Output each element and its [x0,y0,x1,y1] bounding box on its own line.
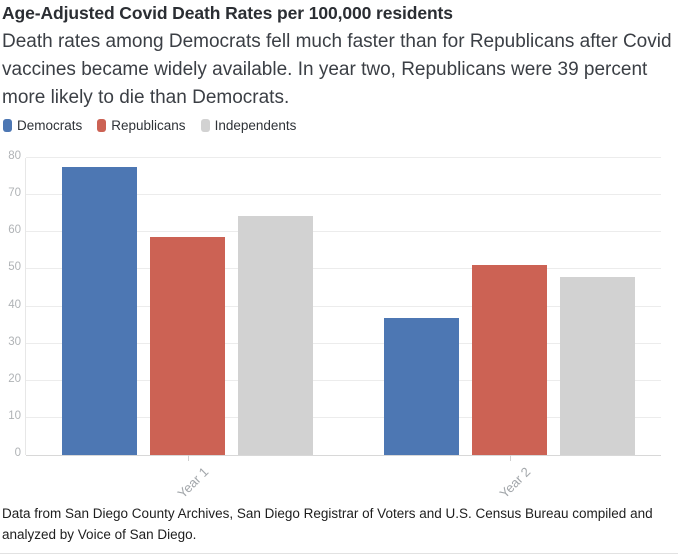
gridline-y-20 [26,379,661,381]
source-note: Data from San Diego County Archives, San… [2,506,653,542]
gridline-y-80 [26,157,661,158]
legend-item-republicans: Republicans [97,118,186,133]
legend-label: Republicans [111,118,186,133]
bar-chart: 0 10 20 30 40 50 60 70 80 Year 1 Year 2 [0,150,678,501]
gridline-y-50 [26,268,661,270]
y-tick-label-50: 50 [8,261,21,274]
chart-legend: Democrats Republicans Independents [3,118,296,133]
bar-democrats-year-2 [384,318,459,455]
y-tick-label-40: 40 [8,298,21,311]
y-tick-label-10: 10 [8,409,21,422]
legend-label: Independents [214,118,297,133]
y-tick-label-70: 70 [8,187,21,200]
gridline-y-30 [26,342,661,344]
bar-independents-year-2 [560,277,635,455]
plot-area: 0 10 20 30 40 50 60 70 80 Year 1 Year 2 [8,150,661,501]
bar-democrats-year-1 [62,167,137,455]
gridline-y-0 [26,455,661,456]
x-tick-mark [509,455,511,461]
y-tick-label-30: 30 [8,335,21,348]
y-tick-label-80: 80 [8,150,21,162]
gridline-y-40 [26,305,661,307]
gridline-y-60 [26,231,661,233]
legend-swatch-icon [200,119,210,132]
bar-republicans-year-2 [472,265,547,455]
y-tick-label-60: 60 [8,224,21,237]
gridline-y-70 [26,194,661,196]
legend-item-independents: Independents [200,118,297,133]
legend-item-democrats: Democrats [3,118,82,133]
gridline-y-10 [26,416,661,418]
bottom-divider [0,553,678,554]
chart-title: Age-Adjusted Covid Death Rates per 100,0… [2,3,453,23]
y-tick-label-20: 20 [8,372,21,385]
chart-subtitle: Death rates among Democrats fell much fa… [2,31,672,108]
legend-swatch-icon [97,119,107,132]
bar-republicans-year-1 [150,237,225,455]
legend-label: Democrats [17,118,83,133]
bar-independents-year-1 [238,216,313,455]
legend-swatch-icon [3,119,12,132]
x-tick-mark [187,455,189,461]
y-tick-label-0: 0 [14,447,21,459]
